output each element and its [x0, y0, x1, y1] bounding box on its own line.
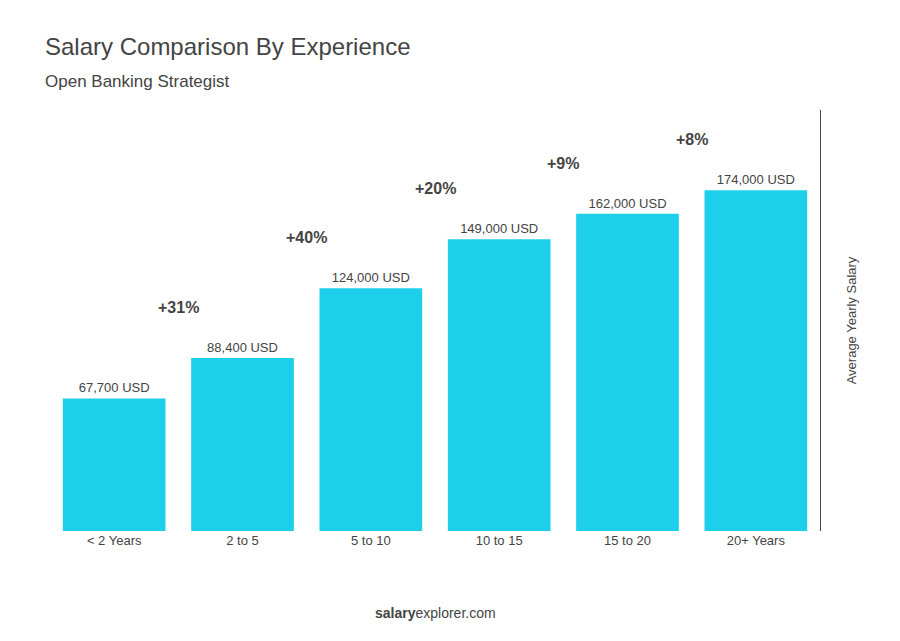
svg-text:15 to 20: 15 to 20: [604, 533, 651, 548]
svg-text:Open Banking Strategist: Open Banking Strategist: [45, 72, 230, 91]
svg-text:Salary Comparison By Experienc: Salary Comparison By Experience: [45, 33, 411, 60]
svg-text:20+ Years: 20+ Years: [727, 533, 786, 548]
svg-text:88,400 USD: 88,400 USD: [207, 340, 278, 355]
svg-text:+40%: +40%: [286, 229, 327, 246]
svg-text:162,000 USD: 162,000 USD: [588, 196, 666, 211]
svg-text:10 to 15: 10 to 15: [476, 533, 523, 548]
svg-text:67,700 USD: 67,700 USD: [79, 380, 150, 395]
svg-text:+9%: +9%: [547, 155, 579, 172]
svg-text:Average Yearly Salary: Average Yearly Salary: [844, 256, 859, 384]
svg-text:+31%: +31%: [158, 299, 199, 316]
svg-text:+20%: +20%: [415, 180, 456, 197]
svg-text:124,000 USD: 124,000 USD: [332, 270, 410, 285]
svg-text:149,000 USD: 149,000 USD: [460, 221, 538, 236]
svg-text:< 2 Years: < 2 Years: [87, 533, 142, 548]
svg-text:+8%: +8%: [676, 131, 708, 148]
svg-text:5 to 10: 5 to 10: [351, 533, 391, 548]
svg-text:salaryexplorer.com: salaryexplorer.com: [375, 605, 496, 621]
svg-text:2 to 5: 2 to 5: [226, 533, 259, 548]
svg-text:174,000 USD: 174,000 USD: [717, 172, 795, 187]
